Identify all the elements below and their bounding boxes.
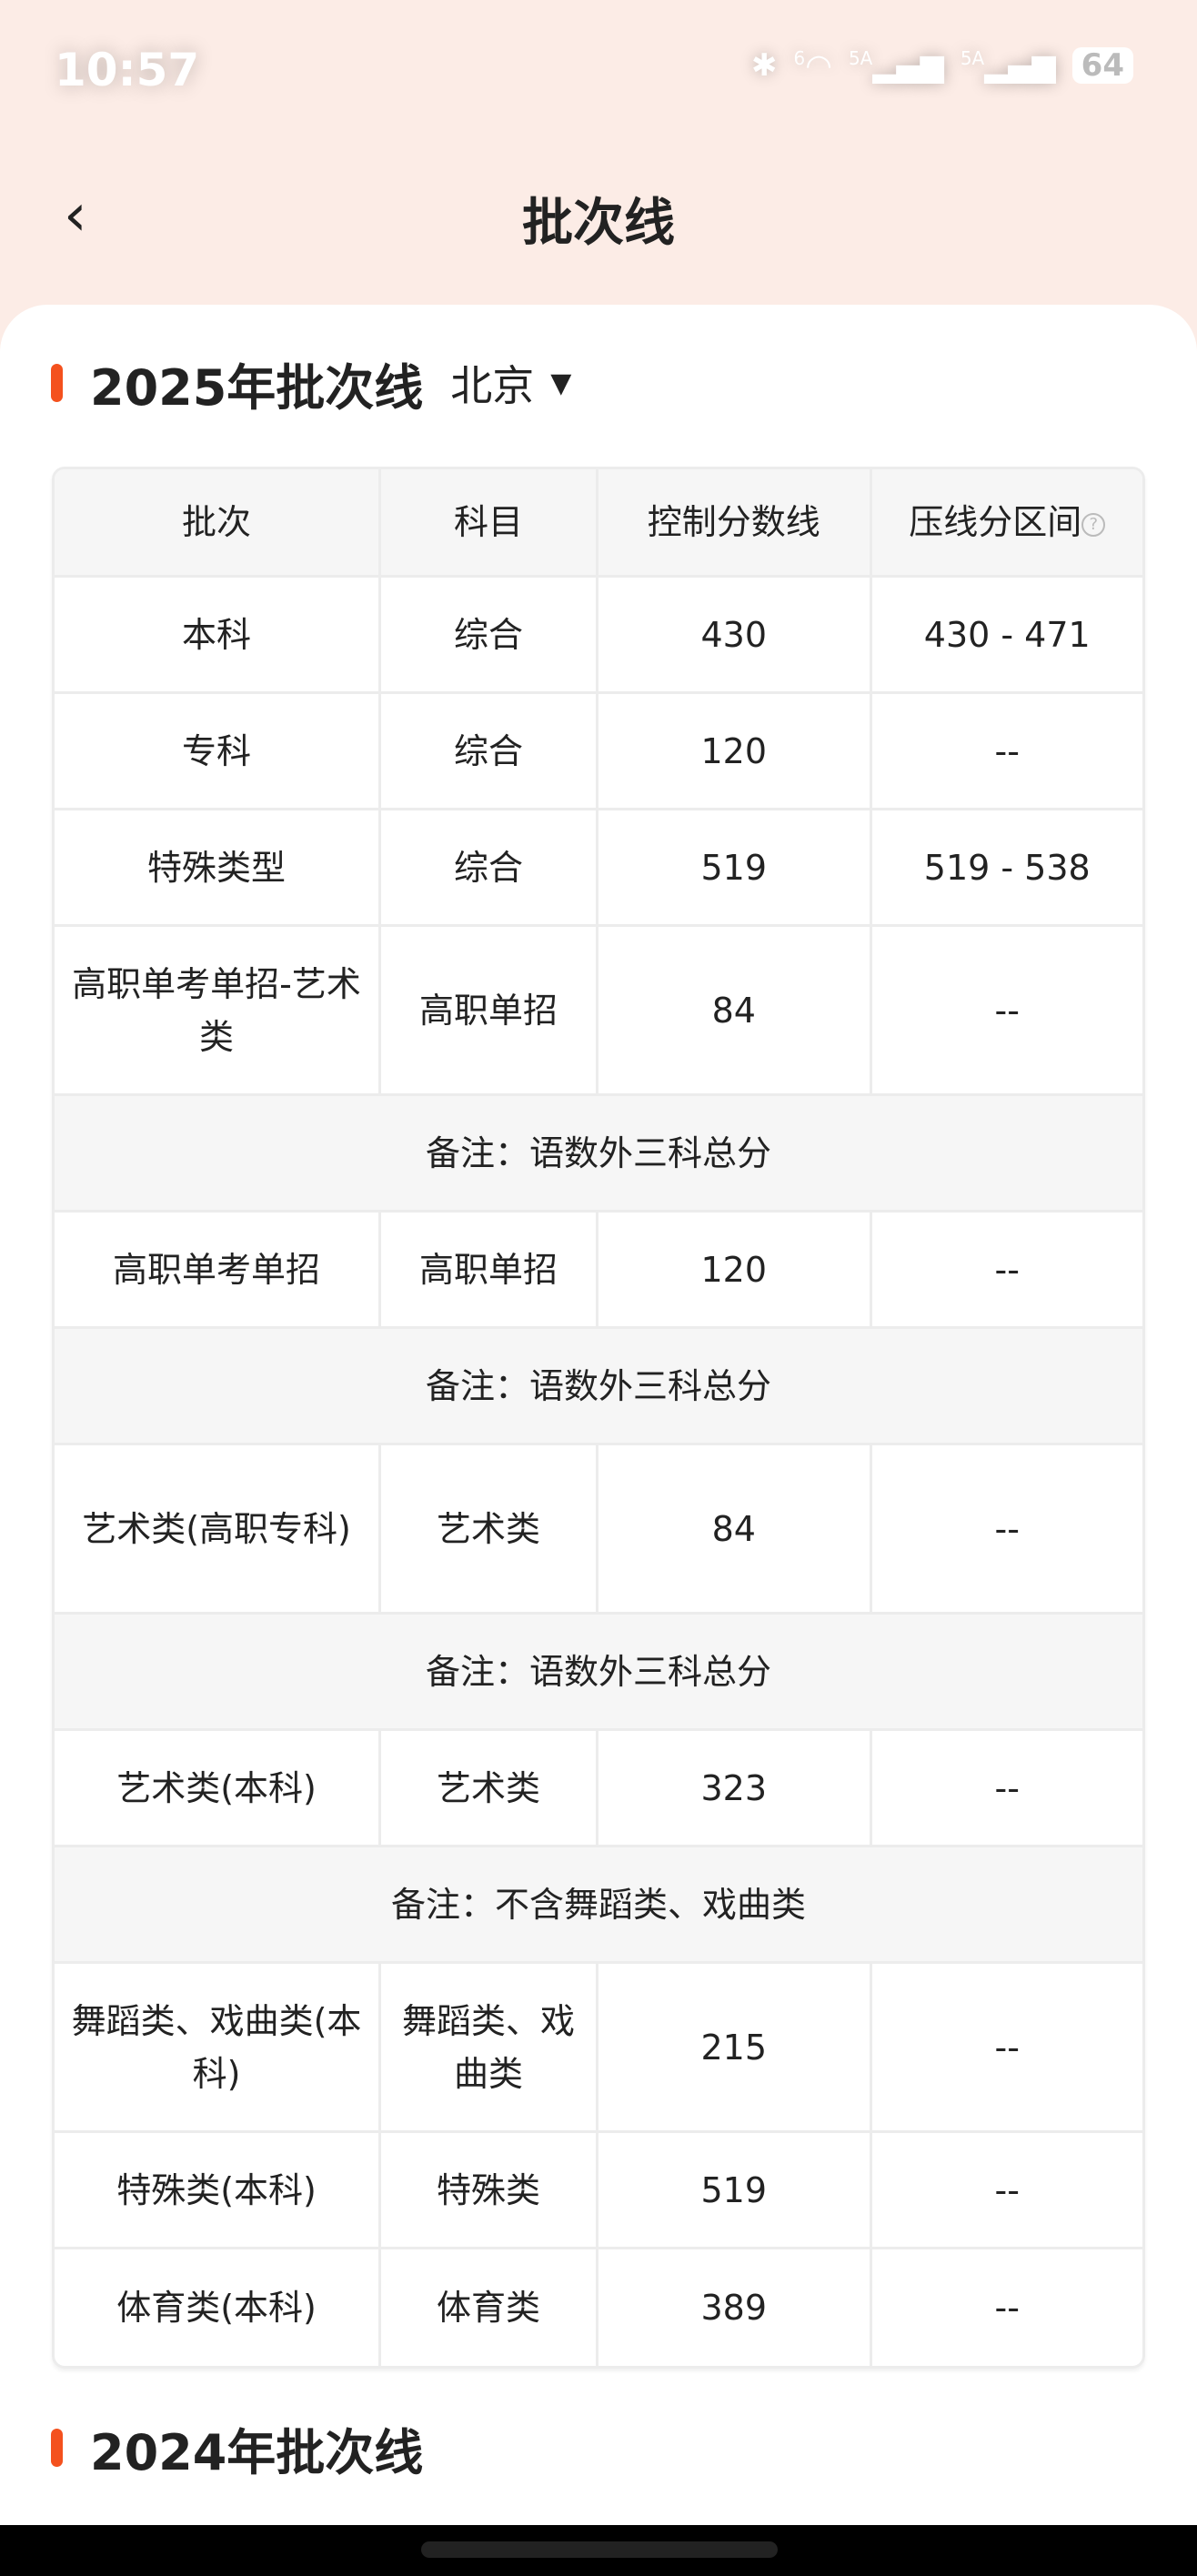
column-header-label: 科目: [454, 502, 524, 542]
table-cell: 120: [598, 1213, 872, 1329]
column-header: 批次: [55, 469, 382, 578]
wifi-icon: 6◠: [793, 47, 832, 85]
table-cell: 高职单考单招: [55, 1213, 382, 1329]
table-cell: 特殊类: [381, 2133, 599, 2249]
table-row: 高职单考单招-艺术类 高职单招 84 --: [55, 927, 1142, 1096]
table-cell: 本科: [55, 578, 382, 694]
signal-icon: 5A▂▄▆: [848, 47, 944, 85]
table-cell: --: [871, 927, 1142, 1096]
table-cell: 艺术类: [381, 1731, 599, 1847]
table-row: 舞蹈类、戏曲类(本科) 舞蹈类、戏曲类 215 --: [55, 1964, 1142, 2133]
table-cell: 高职单招: [381, 927, 599, 1096]
note-row: 备注：语数外三科总分: [55, 1096, 1142, 1213]
table-cell: 综合: [381, 810, 599, 927]
note-row: 备注：语数外三科总分: [55, 1615, 1142, 1731]
note-row: 备注：语数外三科总分: [55, 1329, 1142, 1445]
note-text: 备注：不含舞蹈类、戏曲类: [55, 1847, 1142, 1964]
status-time: 10:57: [55, 44, 200, 96]
table-cell: 高职单招: [381, 1213, 599, 1329]
table-cell: 84: [598, 1445, 872, 1615]
column-header: 科目: [381, 469, 599, 578]
table-cell: --: [871, 1213, 1142, 1329]
caret-down-icon: ▼: [550, 367, 572, 399]
province-dropdown[interactable]: 北京 ▼: [423, 353, 571, 413]
column-header: 压线分区间?: [871, 469, 1142, 578]
column-header: 控制分数线: [598, 469, 872, 578]
table-cell: 舞蹈类、戏曲类: [381, 1964, 599, 2133]
table-cell: 519 - 538: [871, 810, 1142, 927]
table-cell: 体育类(本科): [55, 2249, 382, 2366]
section-header-2025: 2025年批次线 北京 ▼: [51, 351, 571, 417]
table-cell: --: [871, 694, 1142, 810]
note-text: 备注：语数外三科总分: [55, 1096, 1142, 1213]
table-cell: 特殊类型: [55, 810, 382, 927]
table-row: 特殊类(本科) 特殊类 519 --: [55, 2133, 1142, 2249]
table-cell: 519: [598, 810, 872, 927]
page-title: 批次线: [522, 194, 675, 253]
table-cell: 专科: [55, 694, 382, 810]
table-cell: 综合: [381, 578, 599, 694]
home-indicator[interactable]: [421, 2541, 778, 2558]
navigation-bar: [0, 2525, 1197, 2576]
table-cell: 综合: [381, 694, 599, 810]
table-cell: 艺术类(本科): [55, 1731, 382, 1847]
table-row: 专科 综合 120 --: [55, 694, 1142, 810]
table-row: 体育类(本科) 体育类 389 --: [55, 2249, 1142, 2366]
table-row: 艺术类(高职专科) 艺术类 84 --: [55, 1445, 1142, 1615]
table-cell: 430: [598, 578, 872, 694]
accent-bar: [51, 2429, 63, 2467]
table-row: 本科 综合 430 430 - 471: [55, 578, 1142, 694]
status-bar: 10:57 ✱ 6◠ 5A▂▄▆ 5A▂▄▆ 64: [0, 0, 1197, 136]
table-cell: 389: [598, 2249, 872, 2366]
section-header-2024[interactable]: 2024年批次线: [51, 2416, 423, 2481]
note-text: 备注：语数外三科总分: [55, 1615, 1142, 1731]
table-cell: --: [871, 1731, 1142, 1847]
column-header-label: 压线分区间: [909, 502, 1082, 542]
table-cell: 323: [598, 1731, 872, 1847]
table-cell: --: [994, 2288, 1020, 2328]
table-row: 特殊类型 综合 519 519 - 538: [55, 810, 1142, 927]
province-label: 北京: [450, 361, 535, 410]
help-icon[interactable]: ?: [1081, 512, 1106, 537]
bluetooth-icon: ✱: [751, 47, 778, 85]
section-title: 2024年批次线: [90, 2423, 424, 2481]
header: ‹ 批次线: [0, 164, 1197, 264]
note-text: 备注：语数外三科总分: [55, 1329, 1142, 1445]
battery-icon: 64: [1071, 47, 1133, 85]
table-cell: 120: [598, 694, 872, 810]
table-cell: 519: [598, 2133, 872, 2249]
table-cell: 艺术类(高职专科): [55, 1445, 382, 1615]
table-cell: --: [871, 1445, 1142, 1615]
column-header-label: 批次: [182, 502, 252, 542]
table-cell: --: [871, 1964, 1142, 2133]
table-row: 艺术类(本科) 艺术类 323 --: [55, 1731, 1142, 1847]
table-cell: 体育类: [381, 2249, 599, 2366]
table-cell: 430 - 471: [871, 578, 1142, 694]
table-cell: --: [871, 2133, 1142, 2249]
table-cell: 高职单考单招-艺术类: [55, 927, 382, 1096]
chevron-left-icon[interactable]: ‹: [64, 182, 87, 249]
status-icons: ✱ 6◠ 5A▂▄▆ 5A▂▄▆ 64: [751, 47, 1133, 84]
table-cell: 舞蹈类、戏曲类(本科): [55, 1964, 382, 2133]
column-header-label: 控制分数线: [647, 502, 820, 542]
section-title: 2025年批次线: [90, 358, 424, 417]
table-cell: 特殊类(本科): [55, 2133, 382, 2249]
note-row: 备注：不含舞蹈类、戏曲类: [55, 1847, 1142, 1964]
table-cell: 艺术类: [381, 1445, 599, 1615]
accent-bar: [51, 364, 63, 402]
table-cell: 84: [598, 927, 872, 1096]
batch-line-table: 批次 科目 控制分数线 压线分区间? 本科 综合 430 430 - 471 专科 综合 120-…: [52, 467, 1145, 2369]
table-cell: 215: [598, 1964, 872, 2133]
table-row: 高职单考单招 高职单招 120 --: [55, 1213, 1142, 1329]
signal-icon: 5A▂▄▆: [960, 47, 1056, 85]
